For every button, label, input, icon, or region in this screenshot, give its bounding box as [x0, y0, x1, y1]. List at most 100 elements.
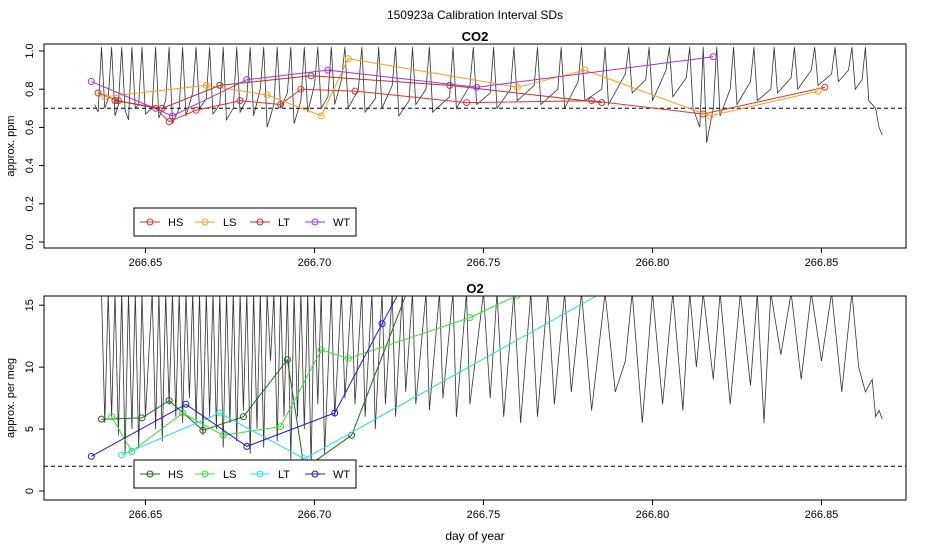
o2-panel: O2 approx. per meg 0 5 10 15 266.65 266.70 266.7… [5, 281, 907, 521]
co2-legend: HS LS LT WT [133, 207, 357, 237]
co2-y-tick-label: 0.8 [24, 82, 36, 97]
o2-series-ls-point [128, 447, 136, 455]
co2-x-tick-label: 266.85 [805, 257, 839, 269]
o2-y-tick-label: 10 [24, 361, 36, 373]
o2-y-axis-label: approx. per meg [5, 358, 17, 438]
x-axis-label: day of year [445, 529, 504, 543]
co2-x-tick-label: 266.65 [129, 257, 163, 269]
co2-series-ls-point [814, 87, 822, 95]
o2-series-lt-point [216, 409, 224, 417]
o2-series-wt-point [182, 400, 190, 408]
co2-series-ls-point [317, 112, 325, 120]
co2-series-hs-point [277, 100, 285, 108]
o2-series-hs-line [101, 296, 407, 470]
o2-legend-ls-label: LS [223, 469, 236, 481]
o2-series-ls-point [317, 346, 325, 354]
o2-legend-lt-marker [256, 470, 264, 478]
o2-series-hs-point [138, 414, 146, 422]
o2-series-ls-point [219, 431, 227, 439]
co2-panel-title: CO2 [462, 29, 489, 44]
co2-series-lt-point [216, 81, 224, 89]
co2-series-hs-point [351, 87, 359, 95]
co2-series-wt-point [87, 78, 95, 86]
co2-series-wt-point [168, 112, 176, 120]
o2-legend-hs-label: HS [168, 469, 183, 481]
co2-series-ls-point [101, 93, 109, 101]
o2-series-hs-point [406, 284, 412, 290]
co2-series-lt-point [598, 99, 606, 107]
o2-series-lt-point [118, 451, 126, 459]
co2-legend-wt-marker [311, 218, 319, 226]
co2-panel: CO2 approx. ppm 0.0 0.2 0.4 0.6 0.8 1.0 266.65 26… [5, 29, 907, 269]
o2-series-wt-point [243, 442, 251, 450]
o2-x-tick-label: 266.75 [467, 509, 501, 521]
co2-series-hs-point [152, 104, 160, 112]
co2-series-wt-point [709, 53, 717, 61]
co2-series-lt-point [307, 72, 315, 80]
o2-series-ls-point [277, 423, 285, 431]
co2-x-tick-label: 266.80 [636, 257, 670, 269]
o2-series-ls-line [111, 296, 517, 453]
o2-series-ls-point [513, 296, 521, 299]
co2-series-hs-point [165, 118, 173, 126]
o2-y-tick-label: 15 [24, 299, 36, 311]
co2-series-wt-line [91, 56, 714, 117]
co2-y-tick-label: 1.0 [24, 43, 36, 58]
o2-panel-title: O2 [466, 281, 483, 296]
co2-legend-hs-marker [146, 218, 154, 226]
o2-legend-lt-label: LT [278, 469, 290, 481]
o2-background-trace [101, 296, 883, 467]
o2-x-tick-label: 266.80 [636, 509, 670, 521]
panels-layer: CO2 approx. ppm 0.0 0.2 0.4 0.6 0.8 1.0 266.65 26… [5, 29, 907, 521]
o2-series-hs-point [283, 356, 291, 364]
co2-legend-ls-label: LS [223, 217, 236, 229]
co2-series-hs-point [821, 83, 829, 91]
co2-series-wt-point [243, 76, 251, 84]
o2-series-ls-point [108, 413, 116, 421]
o2-series-wt-line [91, 296, 398, 457]
o2-series-ls-point [344, 354, 352, 362]
o2-series-hs-point [239, 413, 247, 421]
co2-series-hs-line [97, 86, 826, 123]
co2-series-wt-point [324, 66, 332, 74]
o2-x-tick-label: 266.70 [298, 509, 332, 521]
co2-legend-box [133, 207, 357, 237]
o2-legend: HS LS LT WT [133, 459, 357, 489]
co2-series-ls-point [344, 55, 352, 63]
o2-series-wt-point [378, 320, 386, 328]
co2-series-lt-line [114, 75, 602, 109]
co2-series-ls-point [706, 112, 714, 120]
chart-title: 150923a Calibration Interval SDs [387, 8, 563, 22]
co2-x-tick-label: 266.75 [467, 257, 501, 269]
o2-y-tick-label: 0 [24, 488, 36, 494]
co2-y-axis-label: approx. ppm [5, 115, 17, 176]
co2-legend-ls-marker [201, 218, 209, 226]
co2-legend-lt-label: LT [278, 217, 290, 229]
co2-series-hs-point [297, 85, 305, 93]
o2-series-lt-point [600, 296, 604, 297]
co2-series-ls-point [202, 81, 210, 89]
co2-series-lt-point [111, 97, 119, 105]
co2-series-hs-point [236, 97, 244, 105]
o2-series-ls-point [466, 314, 474, 322]
o2-x-tick-label: 266.65 [129, 509, 163, 521]
o2-series-hs-point [165, 397, 173, 405]
o2-series-wt-point [331, 409, 339, 417]
o2-series-wt-point [87, 452, 95, 460]
co2-y-tick-label: 0.0 [24, 234, 36, 249]
o2-series-hs-point [199, 426, 207, 434]
o2-legend-wt-marker [311, 470, 319, 478]
co2-plot-area [44, 47, 906, 143]
co2-series-hs-point [463, 99, 471, 107]
o2-x-tick-label: 266.85 [805, 509, 839, 521]
o2-legend-hs-marker [146, 470, 154, 478]
o2-plot-frame [43, 295, 907, 501]
o2-series-hs-point [97, 415, 105, 423]
o2-legend-ls-marker [201, 470, 209, 478]
co2-legend-wt-label: WT [333, 217, 350, 229]
co2-legend-hs-label: HS [168, 217, 183, 229]
co2-series-ls-point [513, 83, 521, 91]
o2-series-wt-point [397, 296, 401, 297]
